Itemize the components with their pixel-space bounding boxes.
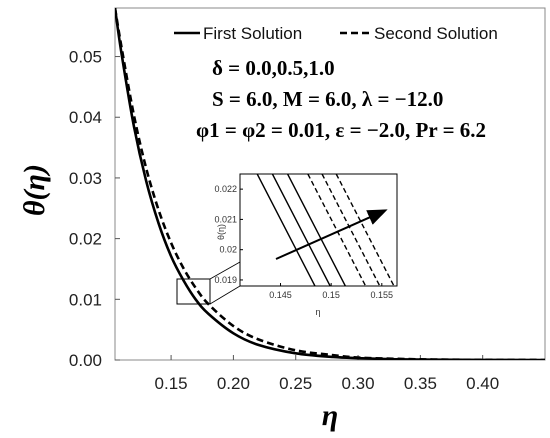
y-axis-label: θ(η) [18,164,51,216]
y-tick-label: 0.04 [69,108,102,127]
y-tick-label: 0.01 [69,290,102,309]
inset-axis-ticks: 0.145 0.15 0.155 0.019 0.02 0.021 0.022 [214,184,393,300]
plot-area [114,7,546,361]
inset-series-dashed [335,174,395,286]
x-tick-label: 0.35 [404,374,437,393]
x-tick-label: 0.40 [466,374,499,393]
inset-x-axis-label: η [315,307,320,317]
inset-series-dashed [321,174,381,286]
zoom-connector-top [209,261,241,280]
legend: First Solution Second Solution [174,24,498,43]
inset-y-tick-label: 0.02 [219,245,237,255]
x-tick-label: 0.20 [217,374,250,393]
inset-series-solid [256,174,316,286]
annotation-s-m-lambda: S = 6.0, M = 6.0, λ = −12.0 [212,87,443,111]
y-tick-label: 0.05 [69,48,102,67]
annotation-delta: δ = 0.0,0.5,1.0 [212,56,335,80]
legend-label-first-solution: First Solution [203,24,302,43]
x-axis-label: η [322,399,338,432]
inset-plot-area [239,173,398,287]
legend-label-second-solution: Second Solution [374,24,498,43]
inset-series-group [256,174,395,286]
zoom-region-box [176,278,211,305]
x-tick-label: 0.25 [279,374,312,393]
inset-x-tick-label: 0.15 [322,290,340,300]
main-series-group [115,8,545,360]
inset-increase-arrow [275,209,388,260]
series-line-second-solution [115,8,545,360]
y-tick-label: 0.03 [69,169,102,188]
main-axis-ticks: 0.15 0.20 0.25 0.30 0.35 0.40 0.00 0.01 0.02 0.03… [69,48,499,393]
inset-x-tick-label: 0.145 [269,290,292,300]
y-tick-label: 0.02 [69,230,102,249]
inset-series-solid [271,174,331,286]
y-tick-label: 0.00 [69,351,102,370]
inset-y-tick-label: 0.021 [214,214,237,224]
x-tick-label: 0.15 [155,374,188,393]
zoom-connector-bottom [209,285,241,305]
inset-x-tick-label: 0.155 [371,290,394,300]
inset-series-dashed [307,174,367,286]
inset-y-axis-label: θ(η) [216,224,226,240]
inset-series-solid [286,174,346,286]
inset-y-tick-label: 0.019 [214,275,237,285]
inset-y-tick-label: 0.022 [214,184,237,194]
annotation-phi-epsilon-pr: φ1 = φ2 = 0.01, ε = −2.0, Pr = 6.2 [196,118,486,142]
x-tick-label: 0.30 [341,374,374,393]
